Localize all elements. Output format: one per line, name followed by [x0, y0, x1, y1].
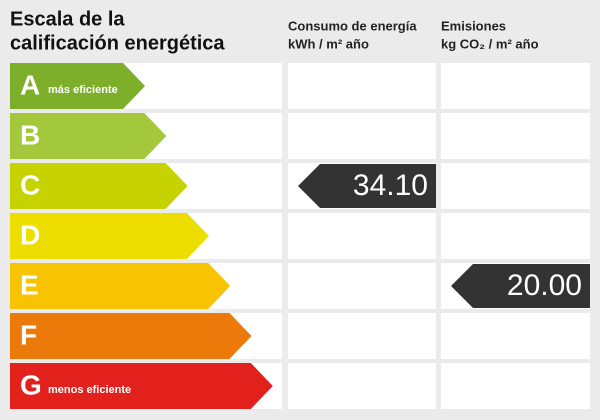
column-unit: kWh / m² año [288, 36, 369, 51]
rating-arrow [10, 363, 273, 409]
row-cell [288, 213, 436, 259]
row-cell [288, 363, 436, 409]
value-indicator [451, 264, 590, 308]
value-indicator [298, 164, 436, 208]
row-cell [288, 263, 436, 309]
column-heading: Emisiones [441, 18, 506, 33]
rating-arrow [10, 313, 252, 359]
title-line: calificación energética [10, 32, 225, 54]
rating-letter: E [20, 269, 39, 300]
column-unit: kg CO₂ / m² año [441, 36, 539, 51]
row-cell [441, 113, 590, 159]
row-cell [288, 313, 436, 359]
rating-letter: C [20, 169, 40, 200]
row-cell [441, 313, 590, 359]
rating-arrow [10, 163, 188, 209]
indicator-value: 20.00 [507, 269, 582, 302]
rating-arrow [10, 263, 231, 309]
row-cell [441, 213, 590, 259]
rating-arrow [10, 213, 209, 259]
row-cell [441, 163, 590, 209]
row-cell [441, 363, 590, 409]
rating-letter: F [20, 319, 37, 350]
title-line: Escala de la [10, 8, 125, 30]
column-heading: Consumo de energía [288, 18, 417, 33]
rating-note: más eficiente [48, 84, 118, 96]
rating-letter: D [20, 219, 40, 250]
rating-arrow [10, 113, 167, 159]
row-cell [441, 63, 590, 109]
rating-note: menos eficiente [48, 384, 131, 396]
row-cell [288, 113, 436, 159]
rating-letter: G [20, 369, 42, 400]
rating-arrow [10, 63, 145, 109]
rating-letter: B [20, 119, 40, 150]
indicator-value: 34.10 [353, 169, 428, 202]
rating-letter: A [20, 69, 40, 100]
row-cell [288, 63, 436, 109]
